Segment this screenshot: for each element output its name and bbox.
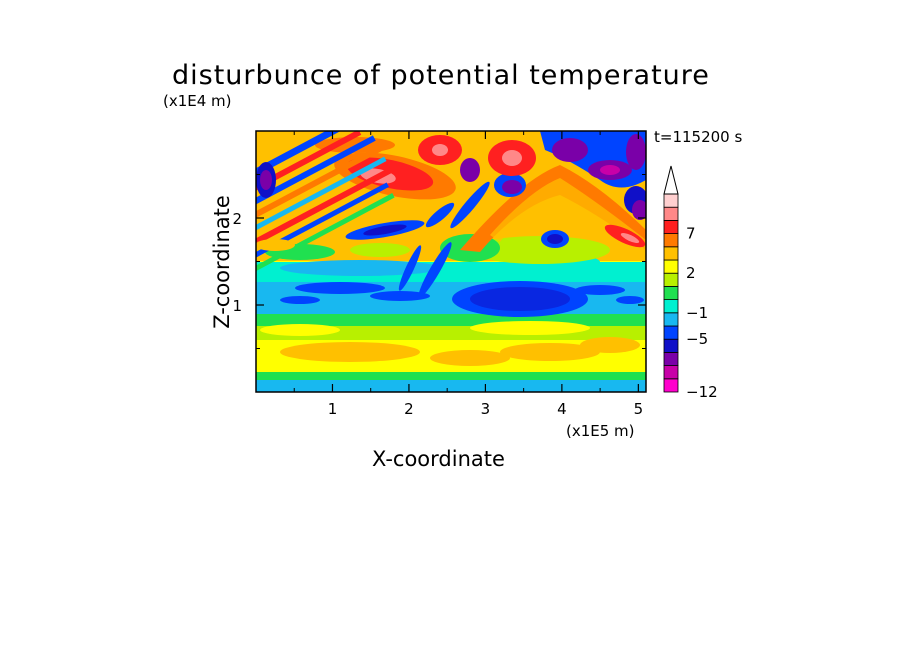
colorbar-swatch — [663, 338, 679, 353]
colorbar-tick-label: 7 — [686, 225, 696, 243]
x-tick-label: 4 — [557, 400, 567, 418]
colorbar: −12−5−127 — [663, 165, 718, 401]
colorbar-swatch — [663, 351, 679, 366]
x-tick-label: 1 — [328, 400, 338, 418]
colorbar-swatch — [663, 233, 679, 248]
colorbar-swatch — [663, 219, 679, 234]
colorbar-swatch — [663, 378, 679, 393]
x-tick-label: 2 — [404, 400, 414, 418]
y-axis: 12 — [232, 174, 646, 349]
colorbar-swatch — [663, 325, 679, 340]
x-axis-label: X-coordinate — [372, 447, 505, 471]
x-unit-label: (x1E5 m) — [566, 422, 635, 440]
colorbar-swatch — [663, 312, 679, 327]
colorbar-swatch — [663, 246, 679, 261]
y-unit-label: (x1E4 m) — [163, 92, 232, 110]
colorbar-swatch — [663, 272, 679, 287]
colorbar-swatch — [663, 259, 679, 274]
x-axis: 1 2 3 4 5 — [293, 131, 644, 418]
colorbar-extend-arrow — [663, 165, 679, 195]
colorbar-swatch — [663, 365, 679, 380]
x-tick-label: 5 — [634, 400, 644, 418]
y-tick-label: 2 — [232, 210, 242, 228]
colorbar-tick-label: −1 — [686, 304, 708, 322]
time-label: t=115200 s — [654, 128, 743, 146]
colorbar-tick-label: −12 — [686, 383, 718, 401]
colorbar-swatch — [663, 299, 679, 314]
colorbar-swatch — [663, 285, 679, 300]
y-tick-label: 1 — [232, 297, 242, 315]
contour-field — [256, 131, 646, 392]
colorbar-swatch — [663, 206, 679, 221]
colorbar-swatch — [663, 193, 679, 208]
colorbar-tick-label: −5 — [686, 330, 708, 348]
x-tick-label: 3 — [481, 400, 491, 418]
colorbar-tick-label: 2 — [686, 264, 696, 282]
chart-title: disturbunce of potential temperature — [172, 60, 710, 91]
